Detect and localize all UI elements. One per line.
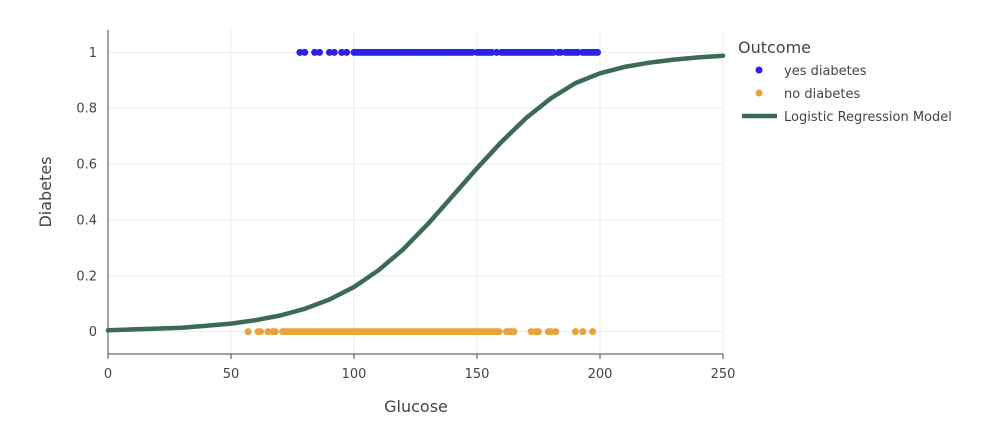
point-no-diabetes (579, 328, 587, 336)
gridlines (107, 30, 724, 354)
x-tick-label: 150 (465, 367, 490, 382)
point-yes-diabetes (338, 48, 346, 56)
axes: 0 50 100 150 200 250 0 0.2 0.4 0.6 0.8 1 (76, 30, 735, 382)
legend-marker-yes-diabetes (755, 66, 763, 74)
line-logistic-regression-model (105, 53, 726, 333)
point-yes-diabetes (296, 48, 304, 56)
point-yes-diabetes (325, 48, 333, 56)
legend-label-no-diabetes: no diabetes (784, 87, 861, 102)
point-no-diabetes (510, 328, 518, 336)
legend[interactable]: Outcome yes diabetes no diabetes Logisti… (738, 38, 952, 125)
y-axis-title: Diabetes (36, 156, 55, 227)
y-tick-label: 0.8 (76, 102, 97, 117)
point-no-diabetes (589, 328, 597, 336)
point-yes-diabetes (493, 48, 501, 56)
y-tick-label: 0.4 (76, 213, 97, 228)
y-tick-label: 0 (89, 325, 97, 340)
point-no-diabetes (264, 328, 272, 336)
scatter-points-layer (244, 48, 602, 336)
x-tick-label: 50 (223, 367, 240, 382)
y-tick-label: 0.6 (76, 158, 97, 173)
point-no-diabetes (257, 328, 265, 336)
point-no-diabetes (271, 328, 279, 336)
point-yes-diabetes (343, 48, 351, 56)
x-tick-label: 0 (104, 367, 112, 382)
legend-marker-no-diabetes (755, 89, 763, 97)
point-yes-diabetes (311, 48, 319, 56)
y-tick-label: 1 (89, 46, 97, 61)
point-yes-diabetes (549, 48, 557, 56)
x-tick-label: 100 (342, 367, 367, 382)
point-no-diabetes (244, 328, 252, 336)
legend-title: Outcome (738, 38, 811, 57)
y-tick-label: 0.2 (76, 269, 97, 284)
legend-label-logistic-regression: Logistic Regression Model (784, 110, 952, 125)
point-yes-diabetes (488, 48, 496, 56)
point-yes-diabetes (557, 48, 565, 56)
point-yes-diabetes (330, 48, 338, 56)
point-no-diabetes (495, 328, 503, 336)
point-yes-diabetes (316, 48, 324, 56)
point-no-diabetes (571, 328, 579, 336)
x-tick-label: 200 (588, 367, 613, 382)
legend-label-yes-diabetes: yes diabetes (784, 64, 867, 79)
point-no-diabetes (552, 328, 560, 336)
logistic-regression-line-layer (105, 53, 726, 333)
point-yes-diabetes (594, 48, 602, 56)
point-no-diabetes (547, 328, 555, 336)
x-tick-label: 250 (711, 367, 736, 382)
point-yes-diabetes (468, 48, 476, 56)
x-axis-title: Glucose (384, 397, 448, 416)
point-yes-diabetes (574, 48, 582, 56)
point-no-diabetes (535, 328, 542, 336)
point-no-diabetes (527, 328, 535, 336)
point-yes-diabetes (301, 48, 309, 56)
